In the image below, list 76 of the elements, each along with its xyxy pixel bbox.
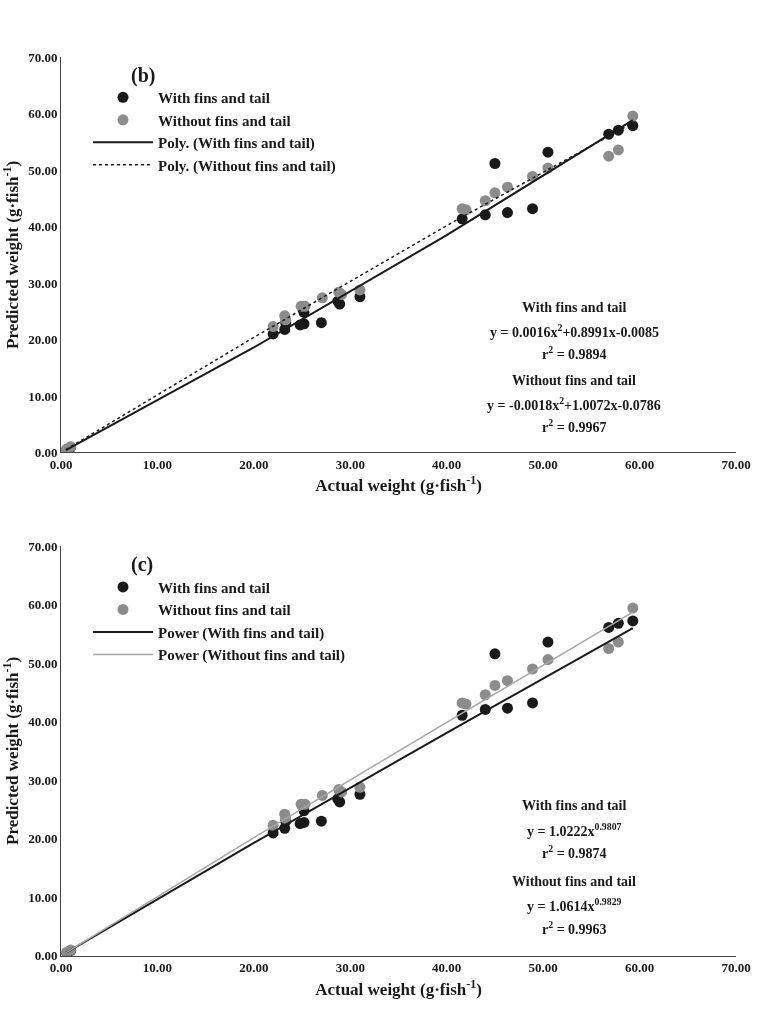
annotation: With fins and tail <box>522 798 627 813</box>
x-tick-label: 30.00 <box>335 457 365 473</box>
x-tick-label: 10.00 <box>142 457 173 473</box>
y-tick-label: 50.00 <box>28 655 58 671</box>
x-tick-label: 70.00 <box>721 457 751 473</box>
annotation: With fins and tail <box>522 300 627 315</box>
annotation: Without fins and tail <box>512 874 636 889</box>
point <box>612 144 624 156</box>
y-tick-label: 20.00 <box>28 332 58 348</box>
y-tick-label: 30.00 <box>28 772 58 788</box>
point <box>527 203 539 215</box>
y-tick-label: 60.00 <box>28 106 58 122</box>
point <box>489 187 501 199</box>
point <box>501 702 513 714</box>
legend-label: Without fins and tail <box>158 112 291 129</box>
x-tick-label: 20.00 <box>239 960 269 976</box>
y-tick-label: 10.00 <box>28 889 58 905</box>
legend-label: With fins and tail <box>158 90 270 107</box>
point <box>627 602 639 614</box>
point <box>527 697 539 709</box>
annotation: r$^{2}$ = 0.9967 <box>542 417 607 435</box>
point <box>627 110 639 122</box>
annotation: Without fins and tail <box>512 373 636 388</box>
x-tick-label: 50.00 <box>528 960 558 976</box>
legend-label: Power (Without fins and tail) <box>158 647 345 665</box>
point <box>542 636 554 648</box>
x-tick-label: 60.00 <box>624 960 655 976</box>
point <box>603 643 615 654</box>
chart-title: (c) <box>131 553 154 576</box>
legend-label: With fins and tail <box>158 579 270 596</box>
legend-label: Poly. (Without fins and tail) <box>158 157 336 175</box>
x-tick-label: 20.00 <box>239 457 269 473</box>
point <box>489 157 501 169</box>
y-tick-label: 0.00 <box>34 445 58 460</box>
point <box>627 615 639 627</box>
point <box>479 195 491 207</box>
legend-label: Power (With fins and tail) <box>158 624 325 642</box>
point <box>315 815 327 827</box>
y-tick-label: 40.00 <box>28 714 58 730</box>
legend-label: Poly. (With fins and tail) <box>158 135 315 153</box>
chart-title: (b) <box>131 64 156 87</box>
x-tick-label: 40.00 <box>432 457 462 473</box>
y-tick-label: 30.00 <box>28 275 58 291</box>
annotation: y = 1.0222x$^{0.9807}$ <box>527 821 622 839</box>
x-axis-title: Actual weight (g·fish$^{-1}$) <box>315 976 482 999</box>
y-tick-label: 50.00 <box>28 162 58 178</box>
y-tick-label: 40.00 <box>28 219 58 235</box>
x-tick-label: 70.00 <box>721 960 751 976</box>
point <box>603 150 615 162</box>
legend-label: Without fins and tail <box>158 602 291 619</box>
x-tick-label: 10.00 <box>142 960 173 976</box>
y-tick-label: 10.00 <box>28 388 58 404</box>
annotation: r$^{2}$ = 0.9894 <box>542 344 607 362</box>
annotation: y = 0.0016x$^{2}$+0.8991x-0.0085 <box>490 322 660 340</box>
annotation: r$^{2}$ = 0.9874 <box>542 843 607 861</box>
point <box>489 679 501 691</box>
point <box>612 636 624 648</box>
y-tick-label: 20.00 <box>28 831 58 847</box>
x-tick-label: 40.00 <box>432 960 462 976</box>
y-tick-label: 70.00 <box>28 49 58 65</box>
x-tick-label: 30.00 <box>335 960 365 976</box>
x-tick-label: 60.00 <box>624 457 655 473</box>
point <box>315 317 327 329</box>
x-tick-label: 0.00 <box>49 457 73 473</box>
x-tick-label: 50.00 <box>528 457 558 473</box>
annotation: y = 1.0614x$^{0.9829}$ <box>527 896 622 914</box>
point <box>501 675 513 687</box>
y-tick-label: 60.00 <box>28 597 58 613</box>
y-tick-label: 70.00 <box>28 538 58 554</box>
point <box>501 207 513 219</box>
annotation: r$^{2}$ = 0.9963 <box>542 919 607 937</box>
point <box>542 146 554 158</box>
x-axis-title: Actual weight (g·fish$^{-1}$) <box>315 473 482 496</box>
annotation: y = -0.0018x$^{2}$+1.0072x-0.0786 <box>487 395 661 413</box>
point <box>501 181 513 193</box>
point <box>489 648 501 660</box>
